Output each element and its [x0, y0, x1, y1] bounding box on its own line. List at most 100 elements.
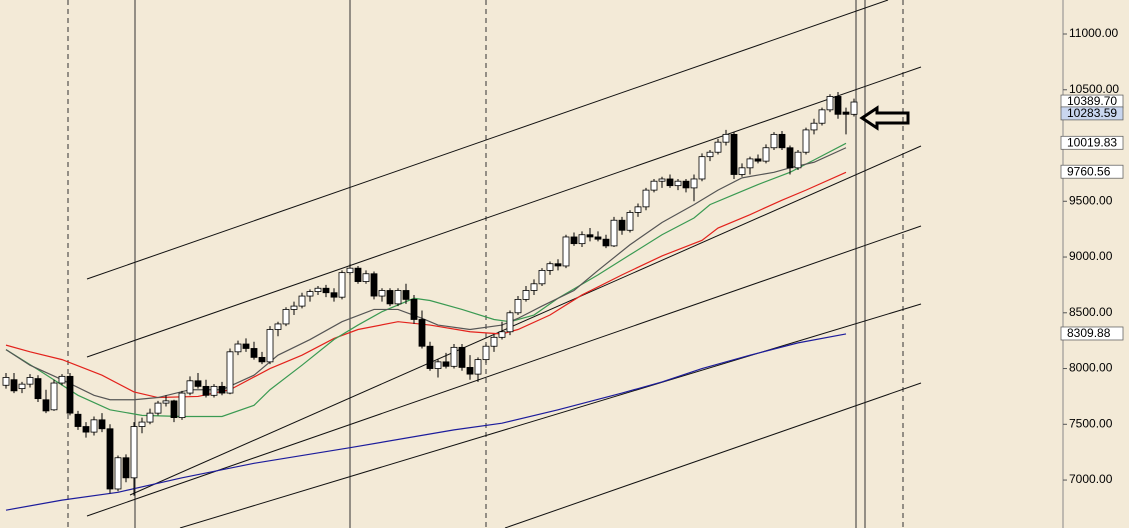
candle-body: [722, 133, 730, 143]
candle-body: [306, 291, 314, 297]
candle-body: [850, 101, 858, 115]
candle-body: [834, 96, 842, 115]
candle-body: [802, 129, 810, 153]
candle-body: [674, 180, 682, 187]
candle-body: [314, 287, 322, 292]
candle-body: [666, 178, 674, 187]
candle-body: [370, 273, 378, 297]
candle-body: [442, 361, 450, 367]
price-label-box: [1060, 135, 1124, 150]
candle-body: [762, 147, 770, 162]
candle-body: [754, 158, 762, 162]
candle-body: [626, 212, 634, 231]
candle-body: [98, 419, 106, 430]
candle-body: [154, 402, 162, 414]
candle-body: [346, 267, 354, 274]
candle-body: [714, 141, 722, 153]
candle-body: [490, 336, 498, 347]
candle-body: [498, 331, 506, 338]
candle-body: [418, 319, 426, 347]
candle-body: [146, 412, 154, 423]
candle-body: [554, 263, 562, 267]
candle-body: [250, 348, 258, 358]
candle-body: [242, 343, 250, 349]
candle-body: [618, 219, 626, 231]
candle-body: [514, 299, 522, 314]
candle-body: [818, 109, 826, 124]
candle-body: [18, 383, 26, 390]
candle-body: [194, 380, 202, 387]
candle-body: [450, 346, 458, 367]
candle-body: [578, 234, 586, 245]
candle-body: [538, 270, 546, 285]
plot: [2, 91, 858, 511]
candle-body: [786, 147, 794, 169]
candle-body: [810, 122, 818, 131]
candle-body: [546, 263, 554, 271]
price-axis: 11000.0010500.0010000.009500.009000.0085…: [1060, 26, 1124, 486]
candle-body: [274, 323, 282, 330]
candle-body: [58, 375, 66, 384]
candle-body: [770, 133, 778, 149]
candle-body: [394, 290, 402, 305]
candle-body: [330, 292, 338, 298]
candle-body: [466, 367, 474, 375]
candle-body: [2, 377, 10, 386]
candle-body: [338, 272, 346, 298]
y-tick-label: 8500.00: [1069, 305, 1113, 319]
candle-body: [378, 290, 386, 297]
candle-body: [290, 305, 298, 310]
channel-lines: [86, 0, 922, 528]
candle-body: [690, 178, 698, 189]
candle-body: [322, 287, 330, 294]
candle-body: [90, 419, 98, 433]
candle-body: [42, 399, 50, 412]
candle-body: [258, 356, 266, 363]
candle-body: [298, 295, 306, 307]
candle-body: [658, 178, 666, 182]
candle-body: [410, 299, 418, 320]
candle-body: [130, 426, 138, 479]
price-label-box: [1060, 326, 1124, 341]
candle-body: [610, 219, 618, 247]
candle-body: [162, 400, 170, 404]
candle-body: [706, 151, 714, 158]
candle-body: [778, 133, 786, 149]
candle-body: [434, 361, 442, 369]
candle-body: [482, 345, 490, 361]
candle-body: [738, 167, 746, 175]
candle-body: [114, 457, 122, 490]
price-label-box: [1060, 164, 1124, 179]
candle-body: [794, 151, 802, 169]
y-tick-label: 9500.00: [1069, 193, 1113, 207]
candle-body: [186, 380, 194, 394]
y-tick-label: 8000.00: [1069, 361, 1113, 375]
candle-body: [650, 180, 658, 191]
vertical-lines: [67, 0, 904, 528]
price-label: 10389.70: [1067, 94, 1117, 108]
candle-body: [698, 156, 706, 180]
trend-line: [179, 303, 922, 528]
candle-body: [170, 400, 178, 419]
candle-body: [586, 234, 594, 238]
candle-body: [530, 283, 538, 291]
y-tick-label: 7500.00: [1069, 416, 1113, 430]
trend-line: [504, 382, 922, 528]
candle-body: [282, 309, 290, 325]
candle-body: [50, 382, 58, 411]
candle-body: [66, 375, 74, 414]
candle-body: [210, 385, 218, 396]
candle-body: [10, 379, 18, 392]
candle-body: [74, 413, 82, 427]
candle-body: [426, 345, 434, 369]
candle-body: [730, 133, 738, 175]
y-tick-label: 9000.00: [1069, 249, 1113, 263]
candle-body: [106, 428, 114, 490]
candle-body: [682, 180, 690, 189]
candle-body: [746, 158, 754, 169]
candle-body: [602, 238, 610, 247]
candle-body: [266, 329, 274, 363]
candle-body: [226, 351, 234, 394]
candle-body: [34, 378, 42, 400]
